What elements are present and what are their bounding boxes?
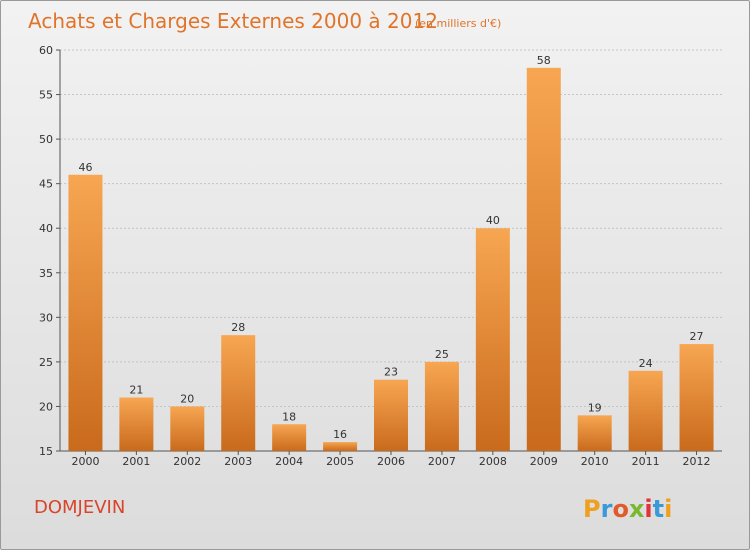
bar-2002: [170, 406, 205, 451]
x-tick-label: 2004: [275, 455, 303, 468]
bar-2001: [119, 397, 154, 451]
bar-2011: [628, 370, 663, 451]
data-label: 27: [690, 330, 704, 343]
bar-2008: [475, 228, 510, 451]
data-label: 21: [129, 384, 143, 397]
logo-letter: P: [583, 495, 601, 523]
brand-logo-text: Proxiti: [583, 495, 672, 523]
location-name: DOMJEVIN: [34, 497, 125, 518]
bar-2006: [374, 379, 408, 451]
y-tick-label: 40: [39, 222, 53, 235]
bar-2000: [68, 174, 103, 451]
x-tick-label: 2012: [683, 455, 711, 468]
y-tick-label: 25: [39, 356, 53, 369]
data-label: 40: [486, 214, 500, 227]
y-tick-label: 50: [39, 133, 53, 146]
logo-letter: r: [601, 495, 613, 523]
bars: 46 21 20 28 18 16 23 25 40 58 19 24 27: [68, 54, 714, 452]
x-tick-label: 2001: [122, 455, 150, 468]
bar-2004: [272, 424, 307, 451]
x-tick-label: 2006: [377, 455, 405, 468]
y-tick-label: 45: [39, 178, 53, 191]
x-tick-label: 2010: [581, 455, 609, 468]
x-tick-label: 2011: [632, 455, 660, 468]
data-label: 23: [384, 366, 398, 379]
logo-letter: x: [629, 495, 645, 523]
logo-letter: i: [664, 495, 672, 523]
y-tick-label: 35: [39, 267, 53, 280]
data-label: 58: [537, 54, 551, 67]
y-tick-label: 15: [39, 445, 53, 458]
x-tick-label: 2002: [173, 455, 201, 468]
data-label: 18: [282, 410, 296, 423]
x-tick-label: 2009: [530, 455, 558, 468]
logo-letter: i: [644, 495, 652, 523]
data-label: 25: [435, 348, 449, 361]
data-label: 19: [588, 401, 602, 414]
data-label: 24: [639, 357, 653, 370]
bar-2007: [424, 361, 459, 451]
bar-2009: [526, 67, 561, 452]
y-tick-label: 20: [39, 400, 53, 413]
bar-2010: [577, 415, 612, 451]
chart-title: Achats et Charges Externes 2000 à 2012: [28, 9, 438, 33]
x-tick-label: 2000: [71, 455, 99, 468]
logo-letter: o: [612, 495, 629, 523]
logo-letter: t: [653, 495, 664, 523]
bar-2005: [323, 442, 358, 451]
y-tick-label: 60: [39, 44, 53, 57]
x-tick-label: 2007: [428, 455, 456, 468]
data-label: 46: [78, 161, 92, 174]
data-label: 16: [333, 428, 347, 441]
y-tick-label: 30: [39, 311, 53, 324]
proxiti-logo: Proxiti: [583, 495, 672, 523]
data-label: 20: [180, 392, 194, 405]
x-tick-label: 2008: [479, 455, 507, 468]
y-tick-label: 55: [39, 89, 53, 102]
bar-2003: [221, 335, 256, 451]
x-tick-label: 2005: [326, 455, 354, 468]
bar-2012: [679, 344, 714, 451]
x-tick-label: 2003: [224, 455, 252, 468]
data-label: 28: [231, 321, 245, 334]
y-axis: 15 20 25 30 35 40 45 50 55 60 2000 2001 2002 2003 2004…: [39, 44, 722, 468]
chart-subtitle: (en milliers d'€): [415, 17, 501, 30]
